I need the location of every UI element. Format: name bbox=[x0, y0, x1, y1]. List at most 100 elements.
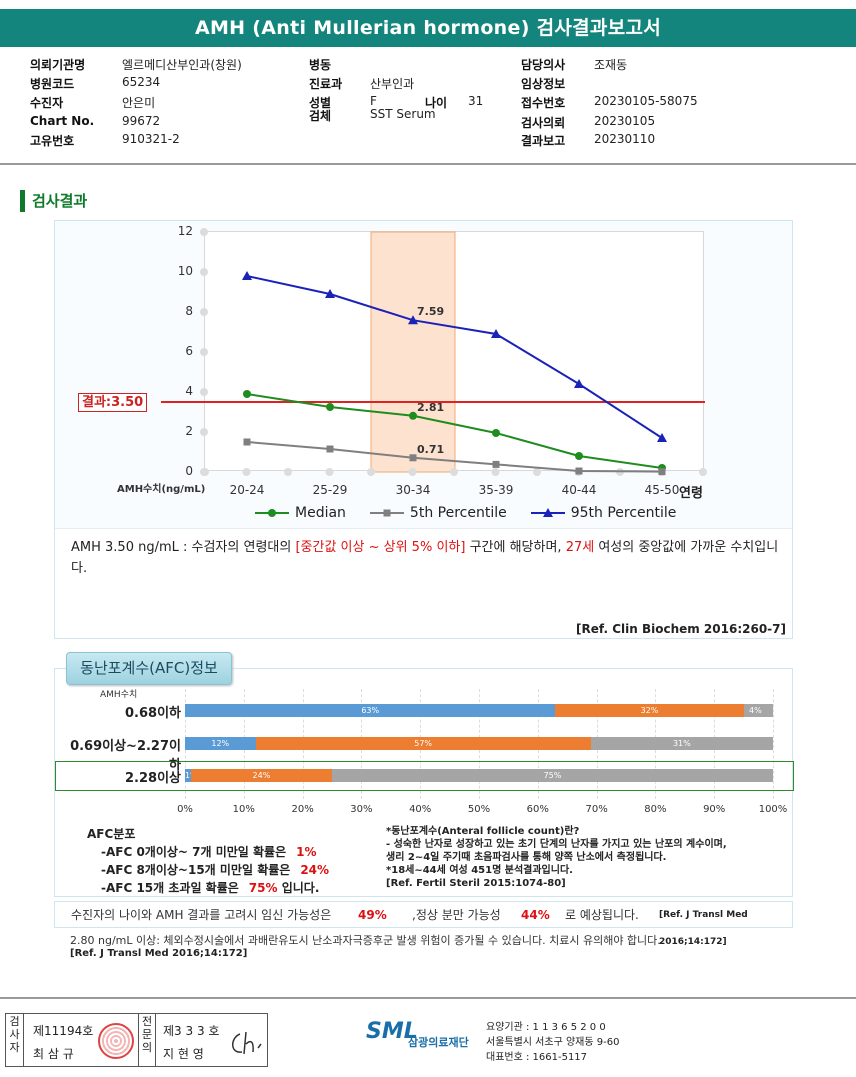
data-point bbox=[326, 403, 334, 411]
afc-axis-label: 100% bbox=[758, 804, 788, 815]
field-value: SST Serum bbox=[370, 107, 436, 121]
legend-label: 5th Percentile bbox=[409, 505, 507, 521]
x-axis-label: 연령 bbox=[679, 486, 703, 501]
inspector-label: 검사자 bbox=[6, 1014, 24, 1066]
afc-axis-label: 40% bbox=[409, 804, 432, 815]
patient-field: 병동 bbox=[309, 56, 331, 73]
afc-distribution-text: -AFC 8개이상~15개 미만일 확률은 bbox=[101, 863, 291, 877]
afc-bar-segment: 31% bbox=[590, 737, 773, 750]
org-line: 서울특별시 서초구 양재동 9-60 bbox=[486, 1037, 620, 1048]
y-tick-label: 8 bbox=[185, 304, 193, 318]
y-tick-label: 12 bbox=[177, 224, 193, 238]
field-label: 고유번호 bbox=[30, 134, 75, 148]
gridline bbox=[773, 689, 774, 799]
patient-field: 의뢰기관명 엘르메디산부인과(창원) bbox=[30, 56, 242, 73]
field-label: 접수번호 bbox=[521, 96, 566, 110]
data-point bbox=[492, 429, 500, 437]
patient-field: Chart No. 99672 bbox=[30, 114, 160, 128]
field-value: 엘르메디산부인과(창원) bbox=[122, 58, 242, 72]
field-value: 20230105-58075 bbox=[594, 94, 698, 108]
legend-item: 5th Percentile bbox=[369, 505, 507, 521]
afc-bar-segment: 75% bbox=[331, 769, 773, 782]
interpretation-box: AMH 3.50 ng/mL : 수검자의 연령대의 [중간값 이상 ~ 상위 … bbox=[55, 528, 792, 638]
afc-distribution-suffix: 입니다. bbox=[277, 881, 320, 895]
field-label: 결과보고 bbox=[521, 134, 566, 148]
field-value: 조재동 bbox=[594, 58, 628, 72]
data-point bbox=[243, 438, 251, 446]
data-point bbox=[409, 454, 417, 462]
report-title: AMH (Anti Mullerian hormone) 검사결과보고서 bbox=[0, 9, 856, 47]
afc-note-line: [Ref. Fertil Steril 2015:1074-80] bbox=[386, 878, 566, 889]
afc-row-label: 0.69이상~2.27이하 bbox=[70, 739, 181, 773]
patient-field: 담당의사 조재동 bbox=[521, 56, 627, 73]
axis-dot bbox=[533, 468, 541, 476]
afc-note-line: 생리 2~4일 주기때 초음파검사를 통해 양쪽 난소에서 측정됩니다. bbox=[386, 852, 667, 863]
specialist-number: 제3 3 3 호 bbox=[163, 1024, 220, 1038]
afc-distribution-value: 75% bbox=[248, 881, 278, 895]
legend-label: Median bbox=[295, 505, 346, 521]
afc-axis-label: 20% bbox=[291, 804, 314, 815]
axis-dot bbox=[200, 468, 208, 476]
highlight-row-box bbox=[55, 761, 794, 791]
org-line: 요양기관 : 1 1 3 6 5 2 0 0 bbox=[486, 1022, 606, 1033]
afc-tab-title: 동난포계수(AFC)정보 bbox=[66, 652, 232, 685]
legend-label: 95th Percentile bbox=[570, 505, 677, 521]
axis-dot bbox=[200, 428, 208, 436]
afc-axis-label: 10% bbox=[232, 804, 255, 815]
patient-field: 병원코드 65234 bbox=[30, 75, 160, 92]
x-tick-label: 20-24 bbox=[229, 483, 265, 497]
data-point bbox=[574, 379, 584, 388]
field-label: Chart No. bbox=[30, 114, 95, 128]
x-tick-label: 40-44 bbox=[561, 483, 597, 497]
field-label: 병동 bbox=[309, 58, 332, 72]
field-label: 검체 bbox=[309, 109, 332, 123]
afc-distribution-value: 1% bbox=[296, 845, 317, 859]
axis-dot bbox=[284, 468, 292, 476]
patient-field: 고유번호 910321-2 bbox=[30, 132, 180, 149]
data-point bbox=[492, 460, 500, 468]
field-label: 검사의뢰 bbox=[521, 116, 566, 130]
afc-bar: 63% 32% 4% bbox=[185, 704, 773, 717]
field-label: 임상정보 bbox=[521, 77, 566, 91]
field-value: F bbox=[370, 94, 377, 108]
field-value: 산부인과 bbox=[370, 77, 415, 91]
amh-unit-label: AMH수치 bbox=[100, 690, 138, 700]
axis-dot bbox=[200, 228, 208, 236]
afc-note-line: *18세~44세 여성 451명 분석결과입니다. bbox=[386, 865, 573, 876]
x-tick-label: 45-50 bbox=[644, 483, 680, 497]
afc-panel: AMH수치 0.68이하 63% 32% 4% 0.69이상~2.27이하 12% 57% 3… bbox=[54, 668, 794, 897]
afc-distribution-item: -AFC 0개이상~ 7개 미만일 확률은 1% bbox=[87, 843, 329, 861]
organization-info: 요양기관 : 1 1 3 6 5 2 0 0 서울특별시 서초구 양재동 9-60… bbox=[486, 1020, 619, 1065]
patient-field: 성별 F bbox=[309, 94, 377, 111]
afc-bar-segment: 32% bbox=[555, 704, 744, 717]
y-tick-label: 4 bbox=[185, 384, 193, 398]
axis-dot bbox=[450, 468, 458, 476]
afc-distribution-title: AFC분포 bbox=[87, 827, 136, 841]
lab-name: 삼광의료재단 bbox=[408, 1036, 469, 1049]
lab-logo: SML bbox=[366, 1019, 418, 1044]
afc-bar: 12% 57% 31% bbox=[185, 737, 773, 750]
field-value: 안은미 bbox=[122, 96, 156, 110]
patient-field: 나이 31 bbox=[425, 94, 483, 111]
data-label: 2.81 bbox=[417, 401, 444, 414]
patient-field: 접수번호 20230105-58075 bbox=[521, 94, 698, 111]
data-point bbox=[575, 467, 583, 475]
data-point bbox=[326, 445, 334, 453]
afc-note-line: - 성숙한 난자로 성장하고 있는 초기 단계의 난자를 가지고 있는 난포의 … bbox=[386, 839, 727, 850]
legend-swatch bbox=[255, 509, 289, 517]
data-point bbox=[658, 468, 666, 476]
signature-box: 검사자 제11194호 최 삼 규 전문의 제3 3 3 호 지 현 영 bbox=[5, 1013, 268, 1067]
afc-axis-label: 60% bbox=[526, 804, 549, 815]
afc-bar-segment: 24% bbox=[190, 769, 332, 782]
patient-field: 임상정보 bbox=[521, 75, 565, 92]
afc-distribution-item: -AFC 8개이상~15개 미만일 확률은 24% bbox=[87, 861, 329, 879]
x-tick-label: 30-34 bbox=[395, 483, 431, 497]
field-label: 의뢰기관명 bbox=[30, 58, 86, 72]
legend-item: Median bbox=[255, 505, 346, 521]
axis-dot bbox=[200, 348, 208, 356]
data-label: 7.59 bbox=[417, 305, 444, 318]
series-line-2 bbox=[246, 275, 663, 439]
afc-bar-segment: 12% bbox=[185, 737, 256, 750]
axis-dot bbox=[200, 308, 208, 316]
patient-info: 의뢰기관명 엘르메디산부인과(창원) 병원코드 65234 수진자 안은미 Chart No… bbox=[0, 50, 856, 165]
